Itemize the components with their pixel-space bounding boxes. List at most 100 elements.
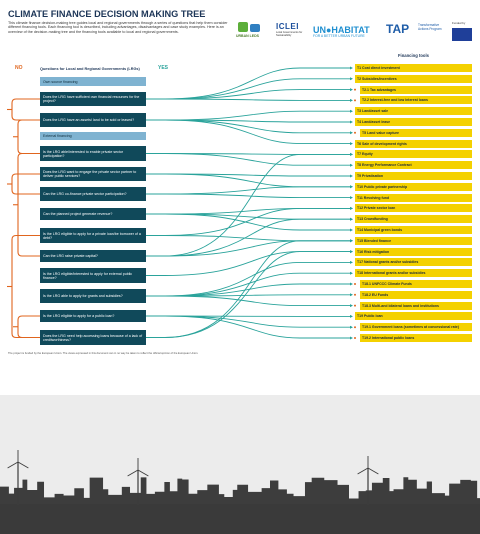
arrow-head	[350, 250, 353, 254]
financing-tool: T19.1 Government loans (sometimes at con…	[360, 323, 472, 332]
financing-tool: T17 National grants and/or subsidies	[355, 258, 472, 267]
connectors	[7, 66, 356, 340]
logo-tagline: Transformative Actions Program	[418, 23, 442, 31]
yes-connector	[146, 240, 352, 257]
arrow-head	[350, 66, 353, 70]
no-header: NO	[15, 65, 23, 71]
financing-tool: T11 Revolving fund	[355, 193, 472, 202]
financing-tool: T2.1 Tax advantages	[360, 85, 472, 94]
yes-connector	[146, 193, 352, 199]
logo: URBAN LEDS	[236, 34, 259, 38]
yes-connector	[146, 89, 352, 100]
arrow-head	[350, 196, 353, 200]
skyline-silhouette	[0, 477, 480, 505]
arrow-head	[350, 142, 353, 146]
turbine-blade	[127, 469, 139, 477]
financing-tool: T19 Public loan	[355, 312, 472, 321]
skyline	[0, 450, 480, 534]
arrow-head	[350, 239, 353, 243]
logos	[238, 22, 472, 41]
question-box: Is the LRG eligible to apply for a priva…	[40, 228, 146, 243]
financing-tool: T16 Risk mitigation	[355, 247, 472, 256]
arrow-head	[350, 131, 353, 135]
arrow-head	[350, 109, 353, 113]
arrow-head	[350, 271, 353, 275]
question-box: Does the LRG need help accessing loans b…	[40, 330, 146, 345]
arrow-head	[350, 293, 353, 297]
yes-connector	[146, 207, 352, 215]
arrow-head	[350, 152, 353, 156]
sub-bullet	[354, 283, 356, 285]
financing-tool: T13 Crowdfunding	[355, 215, 472, 224]
logo: UN●HABITAT	[313, 25, 370, 35]
section-header: External financing	[40, 132, 146, 140]
no-connector	[11, 234, 40, 339]
arrow-head	[350, 185, 353, 189]
arrow-head	[350, 98, 353, 102]
no-connector	[17, 315, 40, 339]
yes-connector	[146, 213, 352, 231]
logo-tagline: Local Governments for Sustainability	[276, 31, 303, 37]
turbine-blade	[7, 461, 19, 469]
yes-connector	[146, 186, 352, 195]
question-box: Can the LRG raise private capital?	[40, 250, 146, 262]
arrow-head	[350, 314, 353, 318]
arrow-head	[350, 163, 353, 167]
description: This climate finance decision-making tre…	[8, 21, 228, 34]
questions-header: Questions for Local and Regional Governm…	[40, 67, 140, 71]
eu-flag	[452, 28, 472, 41]
yes-connector	[146, 295, 352, 307]
financing-tool: T14 Municipal green bonds	[355, 226, 472, 234]
arrow-head	[350, 282, 353, 286]
arrow-head	[350, 228, 353, 232]
yes-connector	[146, 153, 352, 166]
sub-bullet	[354, 293, 356, 296]
financing-tool: T7 Equity	[355, 150, 472, 159]
sub-bullet	[354, 88, 356, 91]
sub-bullet	[354, 99, 356, 102]
financing-tool: T2.2 Interest-free and low interest loan…	[360, 96, 472, 105]
turbine-blade	[137, 469, 149, 477]
arrow-head	[350, 120, 353, 124]
financing-tool: T15 Blended finance	[355, 236, 472, 245]
turbine-blade	[367, 467, 379, 475]
logo: TAP	[386, 22, 410, 36]
yes-connector	[146, 119, 352, 145]
urban-leds-icon	[250, 24, 260, 32]
sub-bullet	[354, 326, 356, 329]
logo-tagline: FOR A BETTER URBAN FUTURE	[313, 34, 365, 38]
financing-tool: T1 Cost direct investment	[355, 64, 472, 72]
question-box: Does the LRG have sufficient own financi…	[40, 92, 146, 106]
no-connector	[11, 98, 40, 121]
no-connector	[17, 119, 40, 155]
arrow-head	[350, 336, 353, 340]
arrow-head	[350, 77, 353, 81]
arrow-head	[350, 304, 353, 308]
logo: ICLEI	[276, 22, 299, 31]
question-box: Is the LRG able/interested to enable pri…	[40, 146, 146, 161]
tools-header: Financing tools	[398, 53, 429, 58]
arrow-head	[350, 174, 353, 178]
question-box: Is the LRG eligible/interested to apply …	[40, 268, 146, 283]
financing-tool: T3 Land/asset sale	[355, 107, 472, 116]
yes-connector	[146, 153, 352, 257]
financing-tool: T18.2 EU Funds	[360, 290, 472, 299]
arrow-head	[350, 260, 353, 264]
yes-connector	[146, 261, 352, 297]
financing-tool: T5 Land value capture	[360, 128, 472, 137]
yes-connector	[146, 98, 352, 101]
turbine-blade	[17, 461, 29, 469]
yes-connector	[146, 218, 352, 257]
no-connector	[11, 173, 40, 195]
urban-leds-icon	[238, 22, 248, 32]
financing-tool: T9 Privatisation	[355, 172, 472, 180]
financing-tool: T19.2 International public loans	[360, 334, 472, 342]
financing-tool: T18.3 Multi-and bilateral loans and inst…	[360, 301, 472, 310]
question-box: Does the LRG have an assets/ land to be …	[40, 113, 146, 127]
yes-connector	[146, 251, 352, 338]
question-box: Does the LRG want to engage the private …	[40, 167, 146, 181]
road	[0, 504, 480, 534]
yes-connector	[146, 110, 352, 121]
